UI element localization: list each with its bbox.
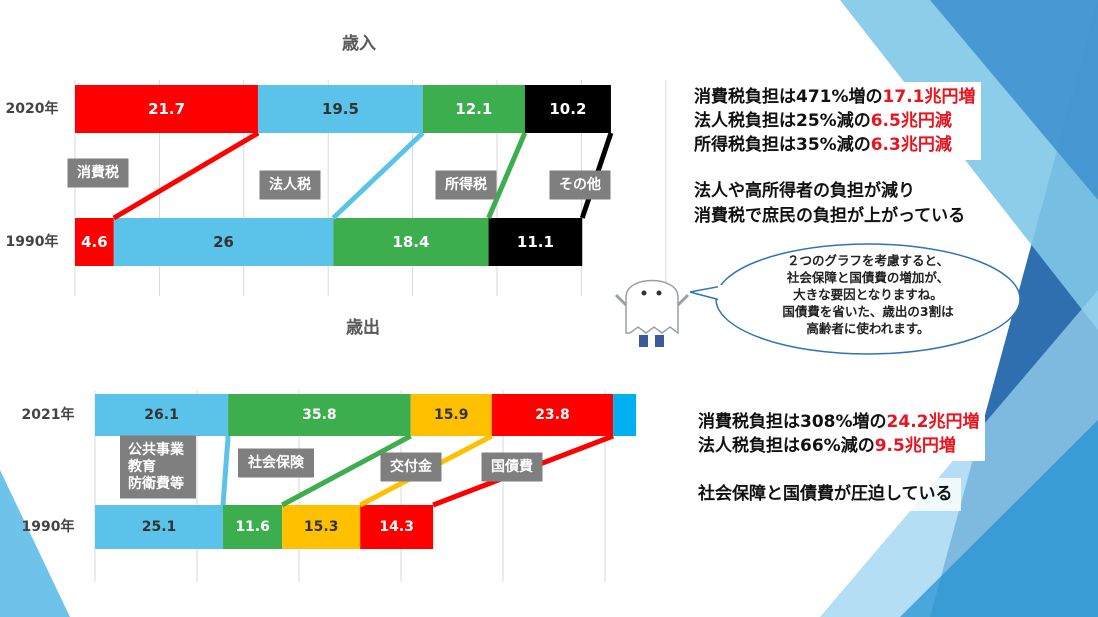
category-label: 公共事業 <box>128 441 185 458</box>
data-label: 12.1 <box>455 100 492 118</box>
bar-segment <box>422 85 525 133</box>
row-label: 2021年 <box>22 406 75 423</box>
bar-segment <box>113 218 334 266</box>
category-label: 消費税 <box>77 164 119 181</box>
bar-segment <box>258 85 423 133</box>
deco-triangle-bottom <box>900 420 1098 617</box>
bar-segment <box>410 394 492 436</box>
category-label: 社会保険 <box>247 454 305 471</box>
bar-segment <box>75 218 114 266</box>
deco-triangle-left <box>0 470 70 617</box>
data-label: 26 <box>213 233 234 251</box>
expenditure-note-1: 消費税負担は308%増の24.2兆円増 <box>698 412 980 432</box>
data-label: 19.5 <box>322 100 359 118</box>
category-label: 交付金 <box>390 458 433 475</box>
connector-line <box>280 433 412 508</box>
connector-line <box>220 435 231 506</box>
expenditure-comment: 社会保障と国債費が圧迫している <box>690 478 961 511</box>
bar-segment <box>524 85 611 133</box>
revenue-note-1: 消費税負担は471%増の17.1兆円増 <box>694 87 976 107</box>
connector-line <box>112 130 260 221</box>
row-label: 2020年 <box>6 100 59 117</box>
category-label-box <box>120 435 196 499</box>
bar-segment <box>488 218 583 266</box>
category-label-box <box>380 452 442 482</box>
bar-segment <box>360 505 434 549</box>
expenditure-note-2: 法人税負担は66%減の9.5兆円増 <box>698 436 956 456</box>
bar-segment <box>95 505 224 549</box>
bar-segment <box>282 505 361 549</box>
category-label-box <box>435 170 497 200</box>
data-label: 11.1 <box>517 233 554 251</box>
category-label: 法人税 <box>269 176 311 193</box>
expenditure-chart-title: 歳出 <box>346 318 380 338</box>
bar-segment <box>95 394 229 436</box>
bar-segment <box>333 218 489 266</box>
category-label: 国債費 <box>491 458 533 475</box>
bar-segment <box>613 394 637 436</box>
data-label: 4.6 <box>81 233 108 251</box>
category-label: 防衛費等 <box>128 475 184 492</box>
revenue-comment: 法人や高所得者の負担が減り 消費税で庶民の負担が上がっている <box>686 175 974 233</box>
deco-triangle-mid <box>930 0 1098 200</box>
category-label: その他 <box>559 176 601 193</box>
revenue-note-2: 法人税負担は25%減の6.5兆円減 <box>694 111 952 131</box>
row-label: 1990年 <box>22 518 75 535</box>
bar-segment <box>491 394 614 436</box>
category-label: 所得税 <box>445 176 487 193</box>
category-label-box <box>67 158 129 188</box>
bubble-text: ２つのグラフを考慮すると、 社会保障と国債費の増加が、 大きな要因となりますね。… <box>782 253 954 336</box>
data-label: 15.3 <box>304 519 339 535</box>
data-label: 10.2 <box>549 100 586 118</box>
row-label: 1990年 <box>6 233 59 250</box>
connector-line <box>331 131 425 220</box>
connector-line <box>486 132 528 219</box>
ghost-mascot-icon <box>614 279 690 347</box>
data-label: 23.8 <box>535 407 570 423</box>
data-label: 15.9 <box>434 407 469 423</box>
data-label: 11.6 <box>235 519 270 535</box>
revenue-note-3: 所得税負担は35%減の6.3兆円減 <box>694 135 952 155</box>
revenue-notes: 消費税負担は471%増の17.1兆円増 法人税負担は25%減の6.5兆円減 所得… <box>688 82 982 160</box>
data-label: 35.8 <box>302 407 337 423</box>
bar-segment <box>223 505 283 549</box>
category-label-box <box>259 170 321 200</box>
data-label: 18.4 <box>392 233 429 251</box>
revenue-chart-title: 歳入 <box>342 34 376 54</box>
category-label-box <box>481 452 543 482</box>
data-label: 21.7 <box>148 100 185 118</box>
data-label: 14.3 <box>379 519 414 535</box>
expenditure-notes: 消費税負担は308%増の24.2兆円増 法人税負担は66%減の9.5兆円増 <box>692 407 986 461</box>
data-label: 26.1 <box>144 407 179 423</box>
data-label: 25.1 <box>142 519 177 535</box>
bar-segment <box>75 85 259 133</box>
category-label-box <box>549 170 611 200</box>
category-label: 教育 <box>128 458 156 475</box>
category-label-box <box>238 448 314 478</box>
bar-segment <box>228 394 411 436</box>
